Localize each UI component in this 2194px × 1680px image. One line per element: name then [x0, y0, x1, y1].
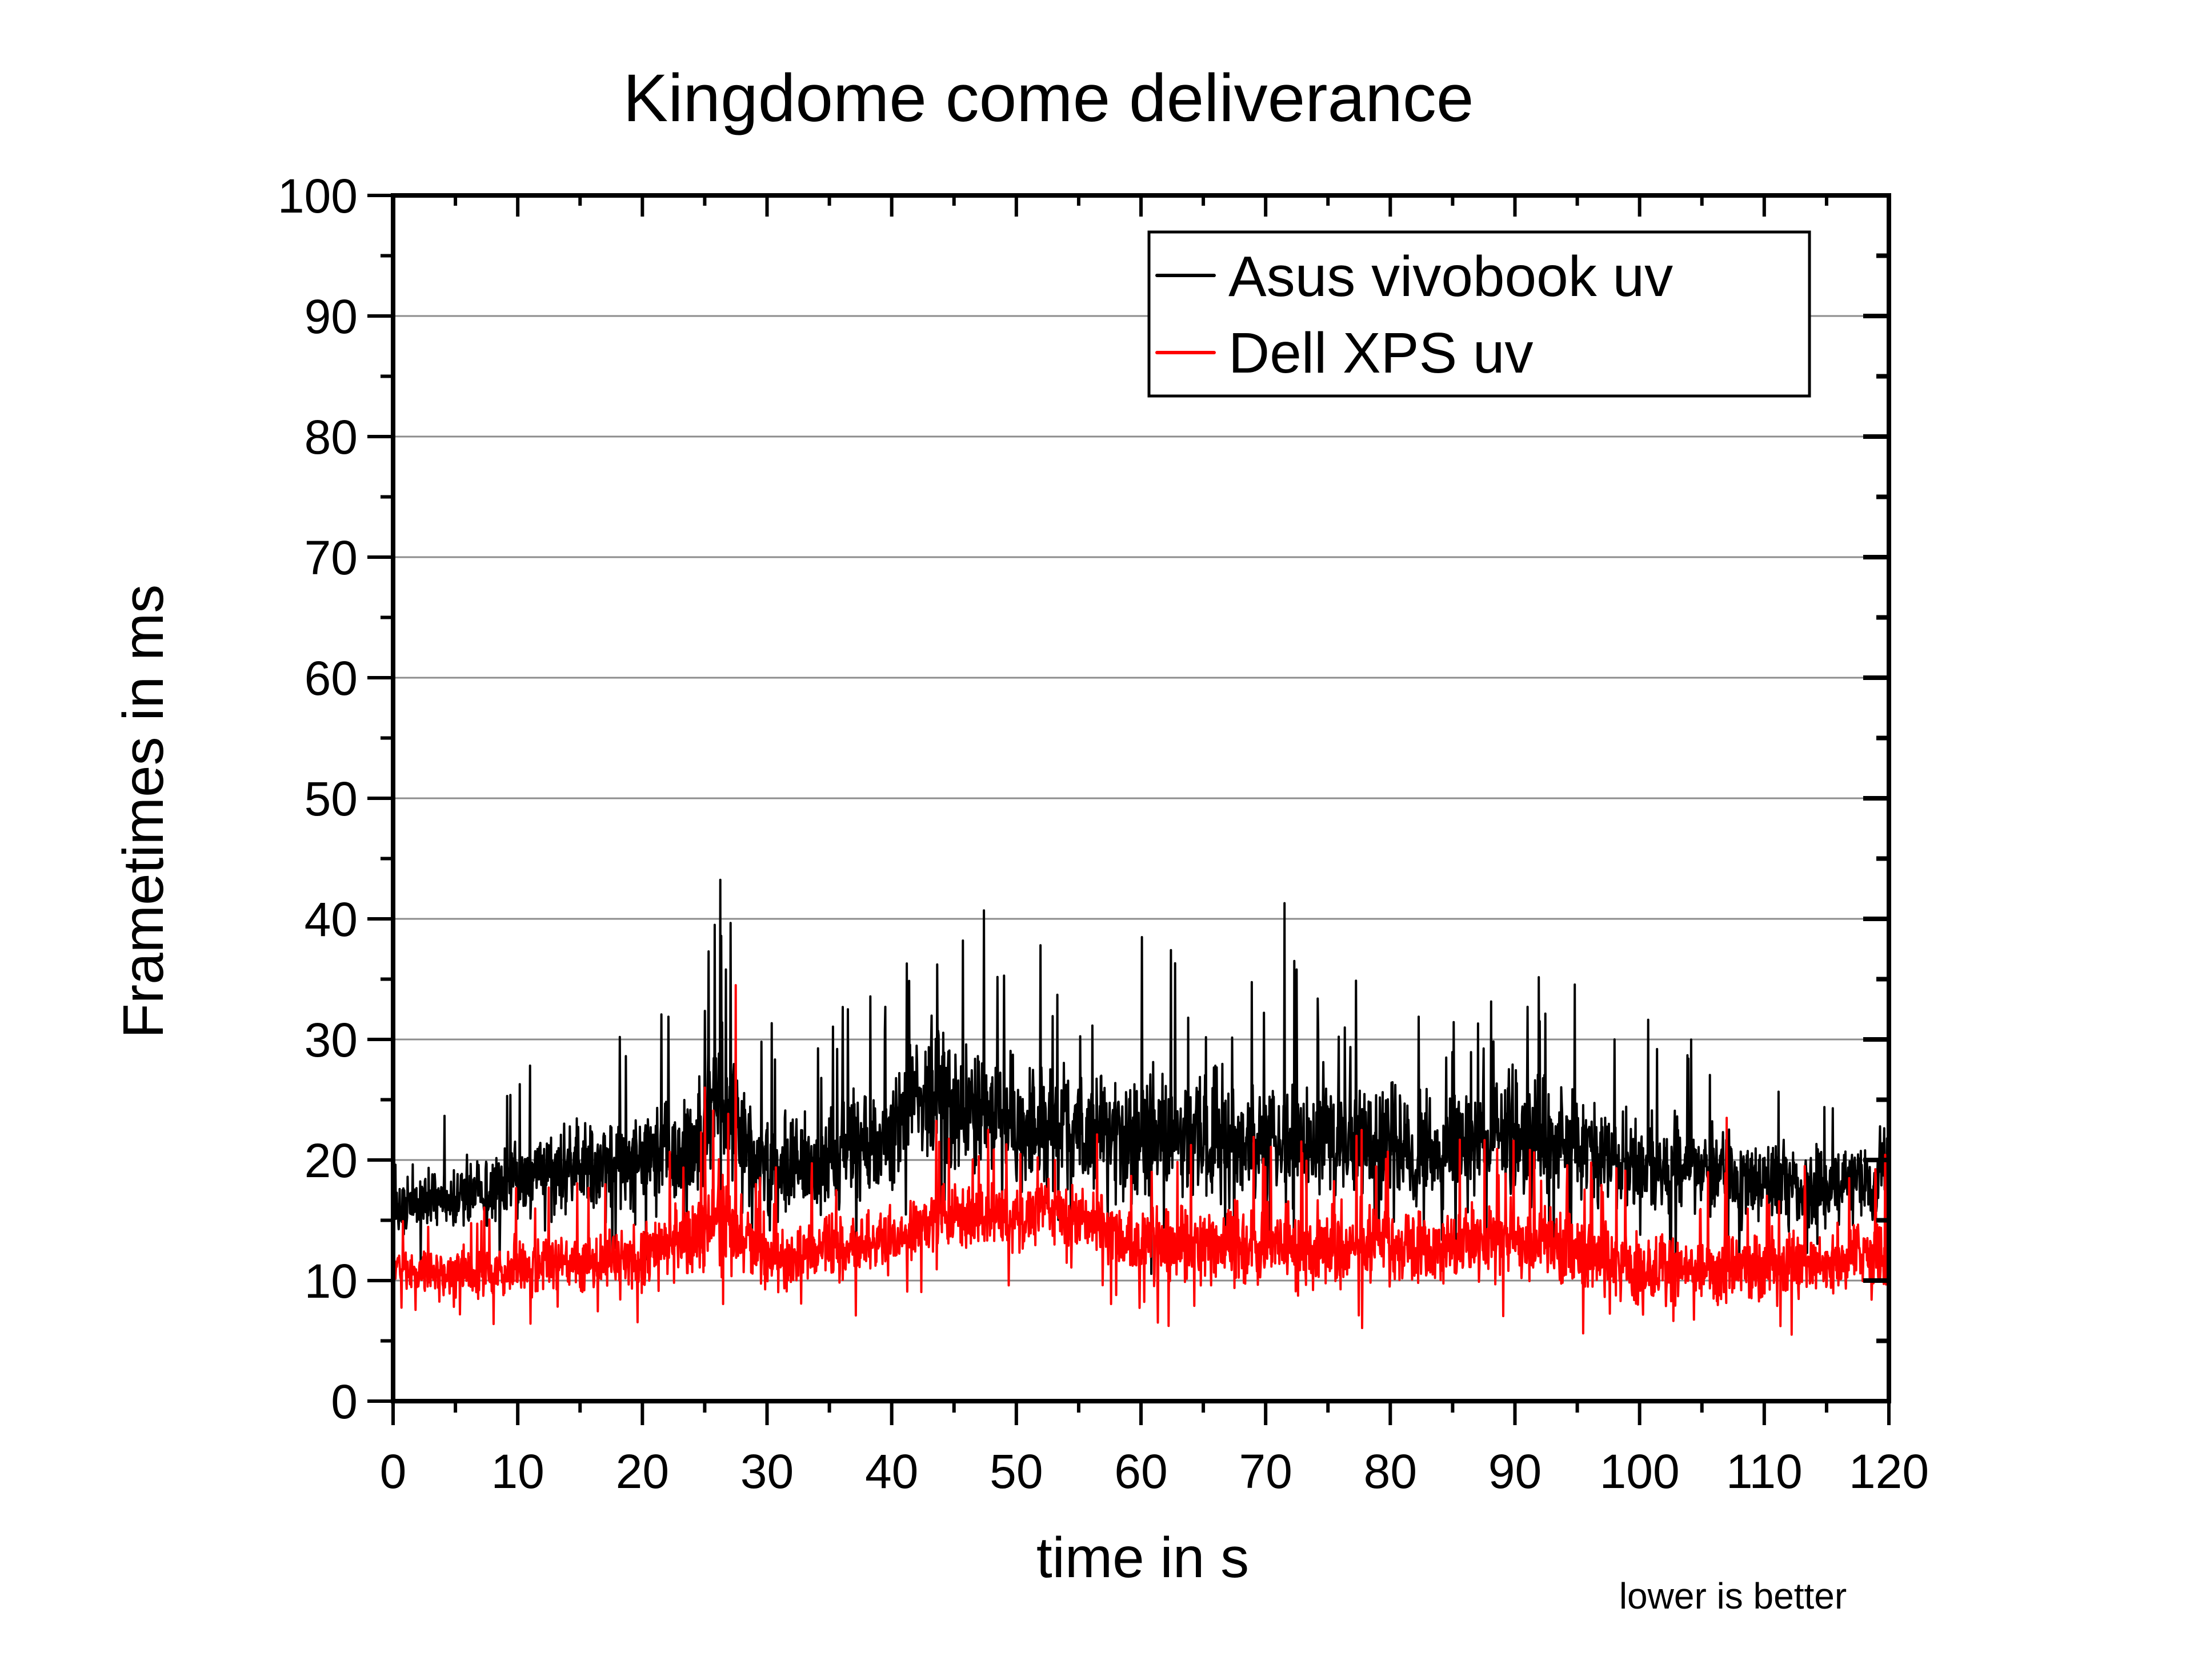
- y-tick-label: 50: [305, 772, 358, 826]
- x-tick-label: 30: [740, 1445, 794, 1498]
- x-tick-label: 80: [1364, 1445, 1417, 1498]
- y-axis-title: Frametimes in ms: [111, 585, 175, 1039]
- x-tick-label: 0: [380, 1445, 407, 1498]
- y-tick-label: 70: [305, 531, 358, 585]
- x-tick-label: 40: [865, 1445, 918, 1498]
- series-line-asus-vivobook-uv: [392, 878, 1890, 1275]
- x-tick-label: 70: [1239, 1445, 1292, 1498]
- series-line-dell-xps-uv: [392, 984, 1890, 1336]
- x-tick-label: 60: [1114, 1445, 1167, 1498]
- y-tick-label: 40: [305, 893, 358, 946]
- y-tick-label: 10: [305, 1254, 358, 1308]
- y-tick-label: 80: [305, 410, 358, 464]
- x-tick-label: 50: [990, 1445, 1043, 1498]
- x-axis-title: time in s: [1036, 1526, 1249, 1590]
- legend-label-dell: Dell XPS uv: [1228, 321, 1534, 385]
- x-tick-label: 120: [1849, 1445, 1929, 1498]
- legend-label-asus: Asus vivobook uv: [1228, 245, 1673, 309]
- y-tick-label: 20: [305, 1134, 358, 1187]
- annotation-lower-is-better: lower is better: [1619, 1575, 1847, 1617]
- y-tick-label: 90: [305, 290, 358, 343]
- y-tick-label: 60: [305, 651, 358, 705]
- y-tick-labels: 0 10 20 30 40 50 60 70 80 90 100: [278, 169, 358, 1429]
- x-tick-label: 20: [616, 1445, 669, 1498]
- y-tick-label: 30: [305, 1013, 358, 1067]
- x-tick-labels: 0 10 20 30 40 50 60 70 80 90 100 110 120: [380, 1445, 1929, 1498]
- x-tick-label: 10: [491, 1445, 544, 1498]
- series-layer: [392, 878, 1890, 1336]
- plot-frame: [391, 193, 1891, 1403]
- legend-box: [1147, 230, 1811, 398]
- x-tick-label: 110: [1726, 1445, 1803, 1498]
- y-tick-label: 100: [278, 169, 358, 223]
- x-tick-label: 90: [1488, 1445, 1542, 1498]
- x-tick-label: 100: [1600, 1445, 1680, 1498]
- legend: Asus vivobook uv Dell XPS uv: [1147, 230, 1811, 398]
- chart-title: Kingdome come deliverance: [623, 61, 1474, 136]
- y-tick-label: 0: [331, 1375, 358, 1429]
